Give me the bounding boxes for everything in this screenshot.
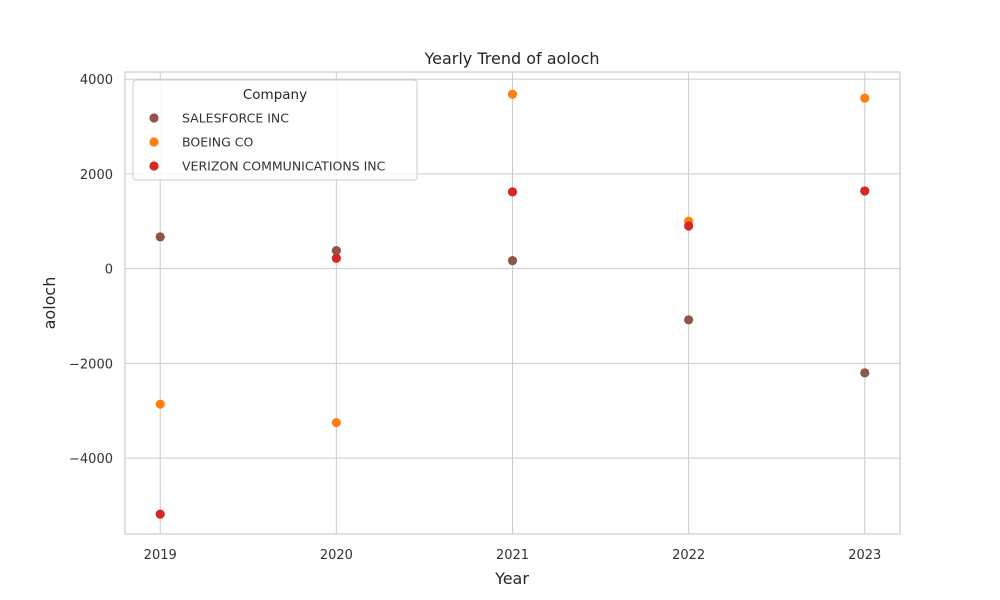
legend-label: BOEING CO [182,135,254,150]
y-tick-label: −2000 [69,357,113,372]
legend-marker [149,137,159,147]
data-point [331,253,341,263]
x-tick-label: 2019 [144,548,177,563]
y-tick-label: −4000 [69,452,113,467]
legend-marker [149,161,159,171]
legend-box [132,79,418,181]
plot-frame [124,71,901,535]
chart-title: Yearly Trend of aoloch [423,49,599,68]
tick-labels: 2019 2020 2021 2022 2023 −4000 −2000 0 2000 4000 [69,73,881,563]
x-tick-label: 2022 [672,548,705,563]
y-tick-label: 2000 [80,168,113,183]
data-point [155,399,165,409]
x-tick-label: 2021 [496,548,529,563]
data-points [155,89,870,519]
y-axis-title: aoloch [40,277,59,330]
legend-label: VERIZON COMMUNICATIONS INC [182,159,386,174]
data-point [331,418,341,428]
legend-items: SALESFORCE INC BOEING CO VERIZON COMMUNICA… [149,111,386,174]
data-point [684,315,694,325]
x-tick-label: 2020 [320,548,353,563]
data-point [155,232,165,242]
data-point [507,89,518,99]
data-point [331,246,341,256]
legend: Company SALESFORCE INC BOEING CO VERIZON C… [132,79,418,181]
legend-label: SALESFORCE INC [182,111,289,126]
data-point [860,186,870,196]
data-point [507,187,518,197]
data-point [155,509,165,519]
data-point [860,93,870,103]
data-point [860,368,870,378]
legend-marker [149,113,159,123]
x-tick-label: 2023 [848,548,881,563]
y-tick-label: 4000 [80,73,113,88]
data-point [684,221,694,231]
y-tick-label: 0 [105,263,113,278]
data-point [507,255,518,266]
x-axis-title: Year [494,569,529,588]
legend-title: Company [243,87,307,103]
